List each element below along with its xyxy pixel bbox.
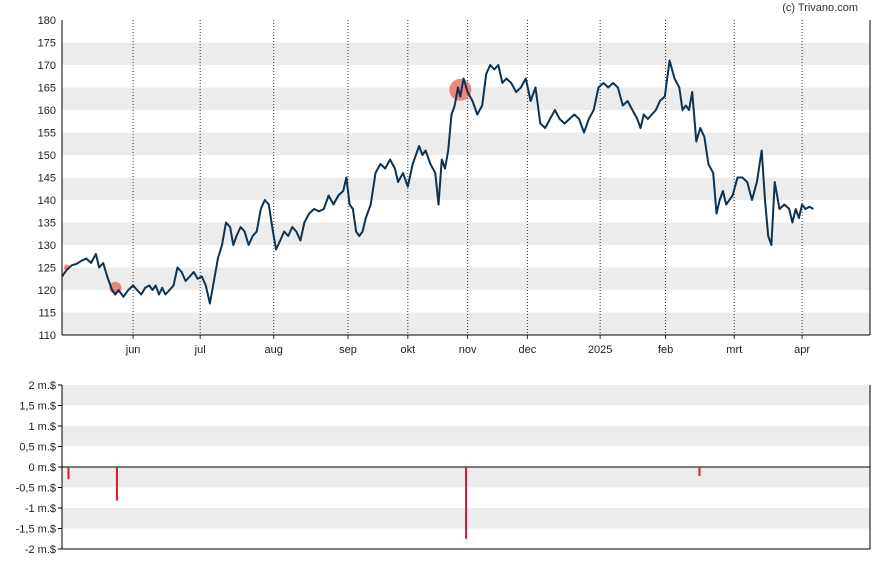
- y-tick-label: 115: [38, 308, 56, 320]
- y-tick-label: 165: [38, 83, 56, 95]
- grid-band: [62, 312, 870, 335]
- y-tick-label: -1,5 m.$: [16, 524, 56, 536]
- price-chart: 110 115 120 125 130 135 140 145 150 155 160 165 170 1…: [38, 15, 871, 356]
- x-tick-label: sep: [339, 344, 357, 356]
- grid-band: [62, 177, 870, 200]
- y-tick-label: 1 m.$: [28, 421, 56, 433]
- y-tick-label: 130: [38, 240, 56, 252]
- x-tick-label: 2025: [588, 344, 612, 356]
- x-tick-label: dec: [519, 344, 537, 356]
- x-tick-label: apr: [794, 344, 810, 356]
- x-tick-label: jun: [125, 344, 141, 356]
- x-tick-label: mrt: [726, 344, 742, 356]
- y-tick-label: 0,5 m.$: [19, 442, 56, 454]
- grid-band: [62, 222, 870, 245]
- grid-band: [62, 132, 870, 155]
- x-tick-label: aug: [265, 344, 283, 356]
- y-tick-label: 170: [38, 60, 56, 72]
- y-tick-label: 110: [38, 330, 56, 342]
- x-tick-label: nov: [459, 344, 477, 356]
- copyright-credit: (c) Trivano.com: [782, 2, 858, 14]
- y-tick-label: 160: [38, 105, 56, 117]
- y-tick-label: 150: [38, 150, 56, 162]
- y-tick-label: -1 m.$: [25, 503, 56, 515]
- y-tick-label: -2 m.$: [25, 544, 56, 556]
- y-tick-label: 155: [38, 128, 56, 140]
- y-tick-label: 120: [38, 285, 56, 297]
- y-tick-label: 0 m.$: [28, 462, 56, 474]
- y-tick-label: 140: [38, 195, 56, 207]
- x-tick-label: jul: [194, 344, 206, 356]
- price-line: [61, 59, 814, 305]
- grid-band: [62, 267, 870, 290]
- grid-band: [62, 42, 870, 65]
- y-tick-label: 1,5 m.$: [19, 401, 56, 413]
- y-tick-label: 135: [38, 218, 56, 230]
- grid-band: [62, 426, 870, 447]
- y-tick-label: 2 m.$: [28, 380, 56, 392]
- y-tick-label: 175: [38, 38, 56, 50]
- x-tick-label: feb: [658, 344, 673, 356]
- y-tick-label: 125: [38, 263, 56, 275]
- y-tick-label: 145: [38, 173, 56, 185]
- y-tick-label: 180: [38, 15, 56, 27]
- volume-chart: 2 m.$ 1,5 m.$ 1 m.$ 0,5 m.$ 0 m.$ -0,5 m.$ -1 …: [16, 380, 871, 556]
- x-tick-label: okt: [400, 344, 415, 356]
- grid-band: [62, 385, 870, 406]
- y-tick-label: -0,5 m.$: [16, 483, 56, 495]
